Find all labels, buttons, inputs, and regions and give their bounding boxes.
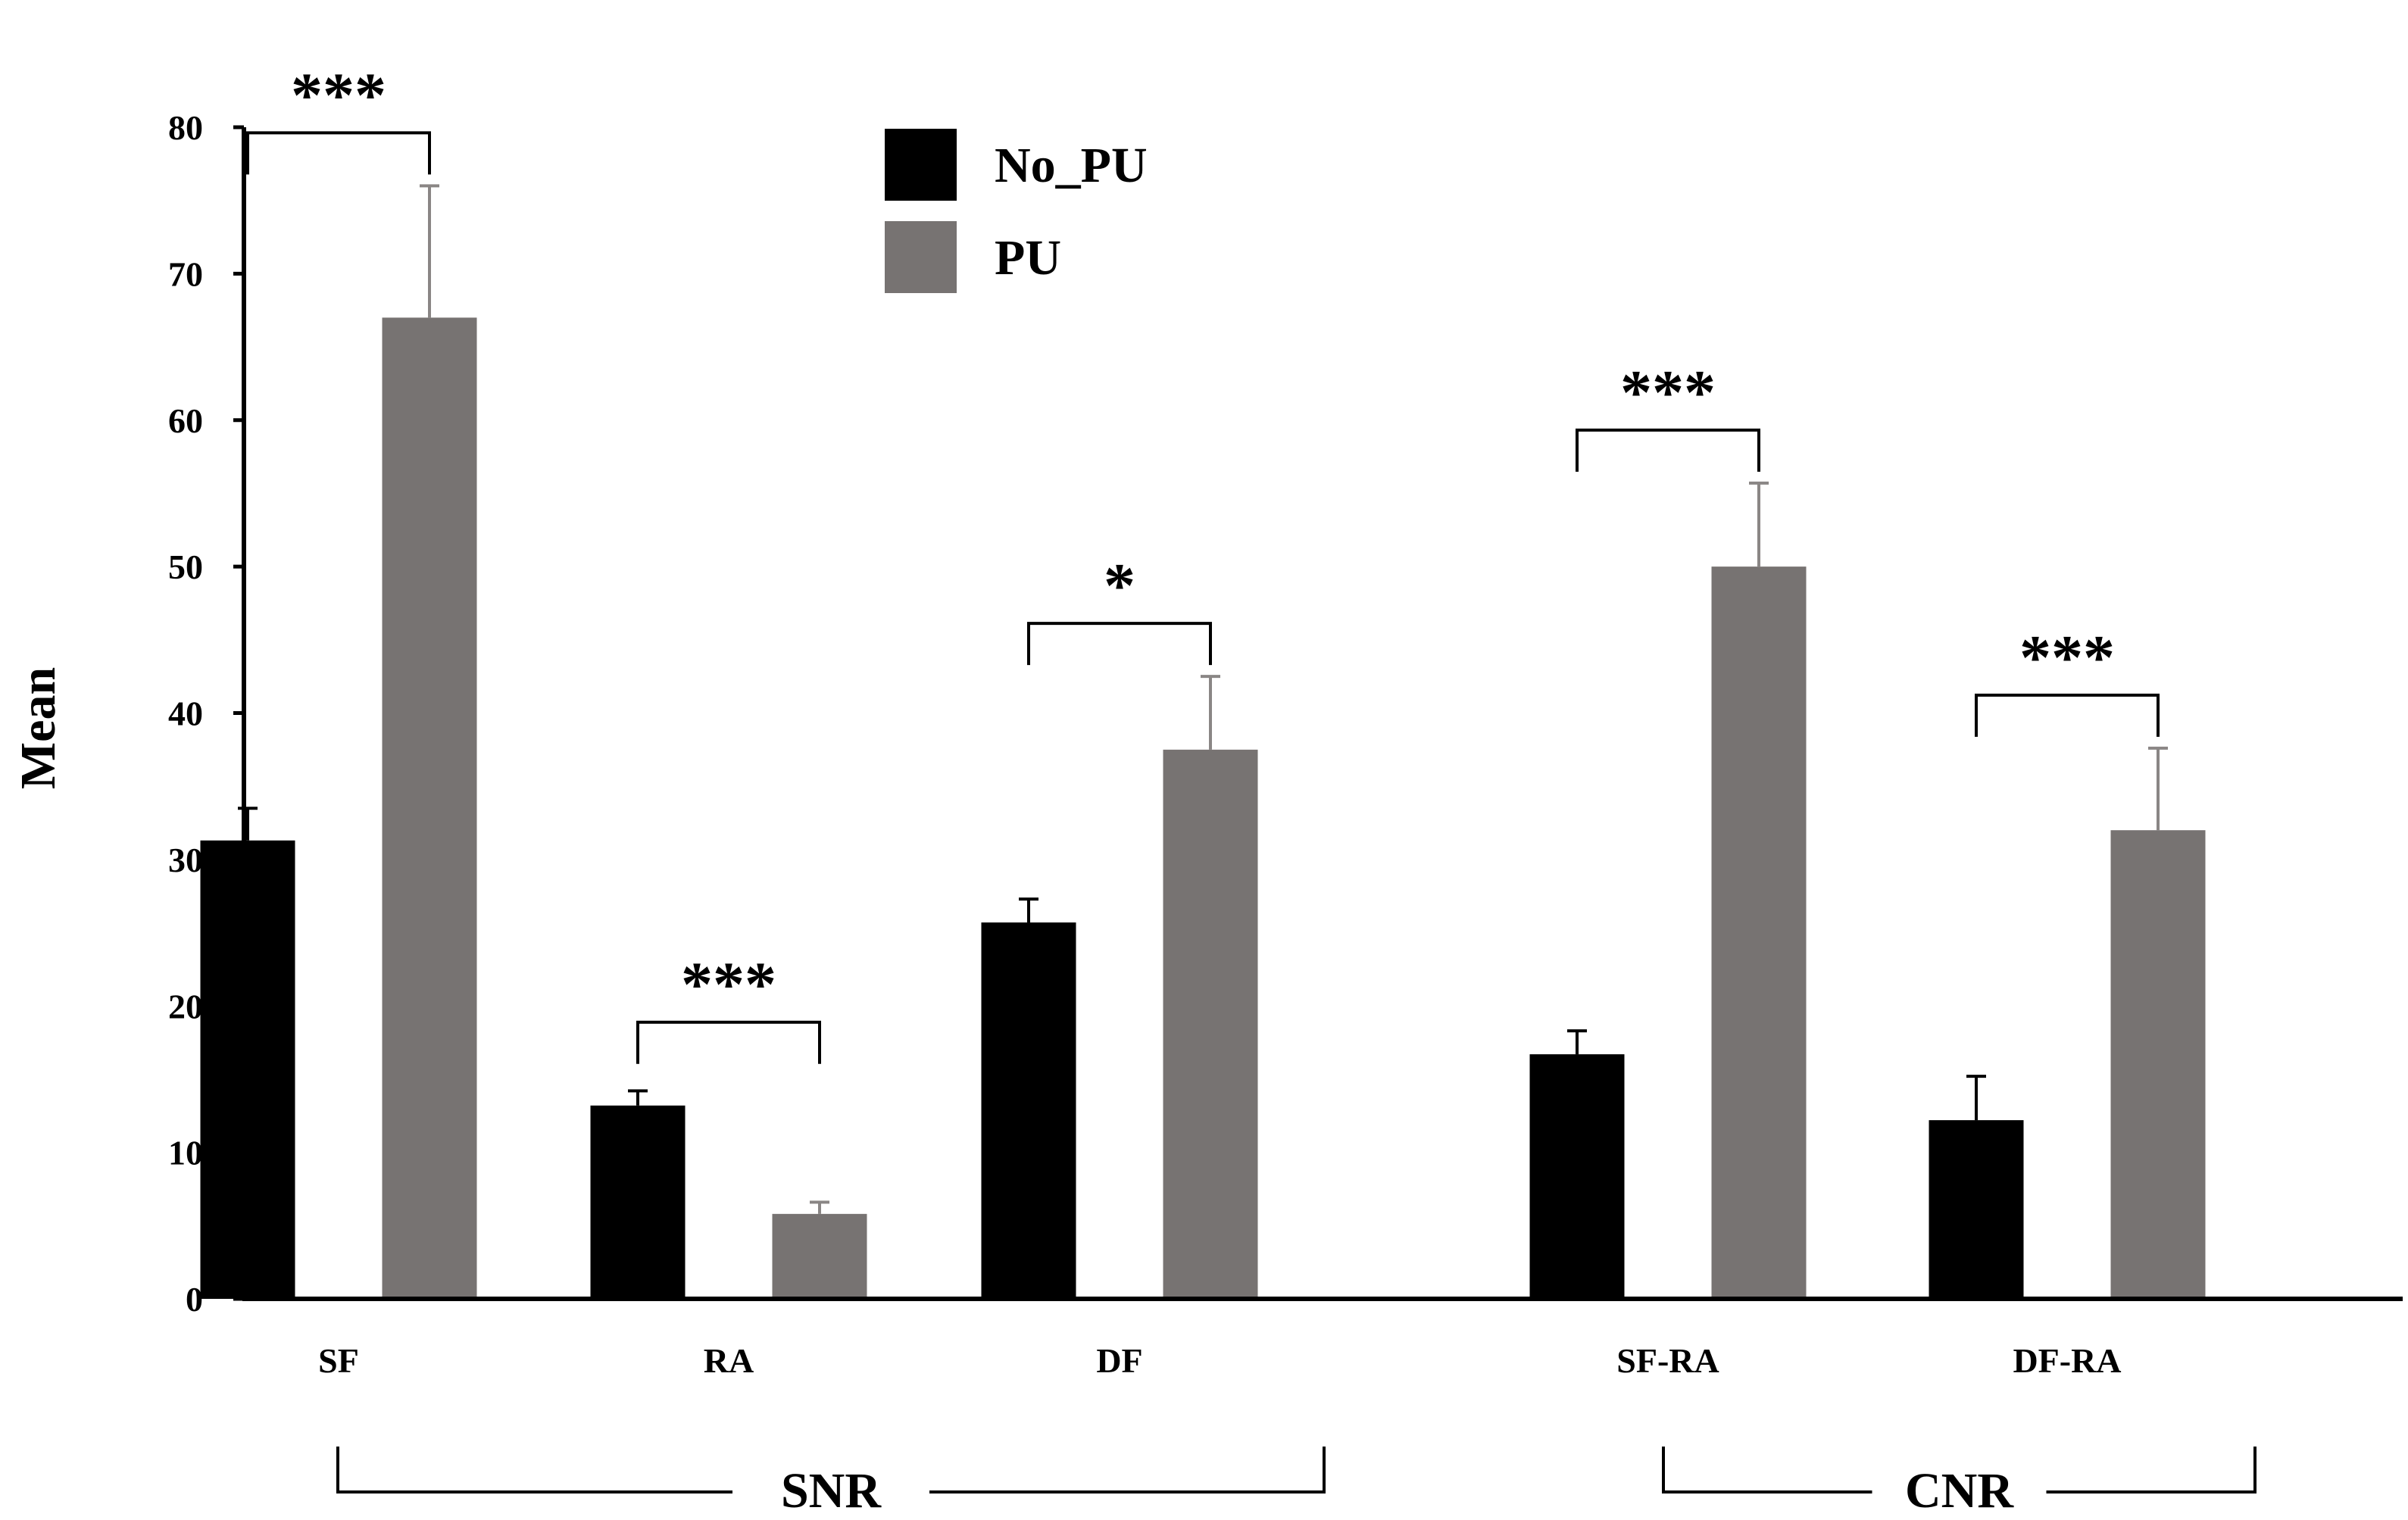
significance-label-sf-ra: *** [1620,357,1716,428]
group-bracket-snr [336,1447,732,1493]
group-bracket-snr [929,1447,1326,1493]
bar-no-pu-sf-ra [1529,1054,1625,1299]
significance-bracket-df-ra [1975,693,2160,737]
legend-swatch-no-pu [885,129,957,201]
bar-pu-ra [772,1213,867,1299]
group-label-snr: SNR [781,1463,882,1516]
bar-pu-df [1163,749,1258,1299]
significance-bracket-sf-ra [1576,428,1760,472]
y-tick-label: 60 [168,401,203,440]
legend-label-no-pu: No_PU [995,138,1148,193]
y-tick-label: 50 [168,548,203,586]
x-tick-label-df: DF [1096,1341,1142,1380]
bar-no-pu-df-ra [1929,1120,2024,1299]
significance-label-df: * [1104,551,1135,621]
significance-bracket-df [1027,622,1212,666]
x-tick-label-sf-ra: SF-RA [1616,1341,1719,1380]
bar-pu-sf [382,317,477,1300]
bar-pu-df-ra [2110,830,2206,1299]
group-bracket-cnr [1662,1447,1872,1493]
x-tick-label-ra: RA [704,1341,754,1380]
y-tick-label: 30 [168,841,203,879]
significance-label-df-ra: *** [2019,623,2115,693]
legend-swatch-pu [885,221,957,293]
x-tick-label-df-ra: DF-RA [2013,1341,2121,1380]
significance-label-ra: *** [681,950,776,1020]
bar-no-pu-df [981,922,1076,1299]
y-tick-label: 10 [168,1134,203,1172]
bar-no-pu-ra [590,1105,686,1299]
significance-label-sf: *** [291,60,386,130]
y-tick-label: 20 [168,987,203,1025]
y-tick-label: 0 [186,1280,203,1319]
bar-pu-sf-ra [1711,566,1807,1299]
group-bracket-cnr [2046,1447,2257,1493]
y-tick-label: 80 [168,108,203,147]
group-label-cnr: CNR [1905,1463,2014,1516]
x-tick-label-sf: SF [318,1341,359,1380]
legend-label-pu: PU [995,230,1061,286]
y-tick-label: 40 [168,694,203,733]
significance-bracket-sf [246,131,431,175]
y-axis-label: Mean [11,667,66,789]
significance-bracket-ra [636,1020,821,1064]
y-tick-label: 70 [168,254,203,293]
bar-no-pu-sf [200,840,295,1299]
